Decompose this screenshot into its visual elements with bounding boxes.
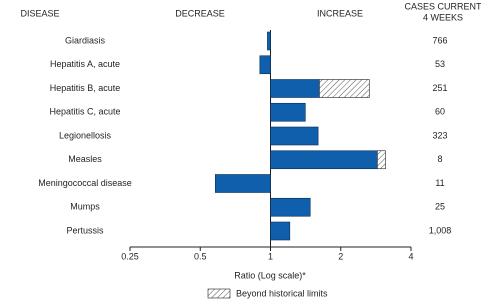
x-tick-label: 1 <box>268 251 273 261</box>
x-tick-label: 4 <box>408 251 413 261</box>
category-label: Hepatitis B, acute <box>50 83 121 93</box>
category-label: Hepatitis C, acute <box>49 107 120 117</box>
cases-value: 53 <box>435 59 445 69</box>
cases-value: 25 <box>435 202 445 212</box>
category-label: Mumps <box>70 202 100 212</box>
header-increase: INCREASE <box>317 8 363 18</box>
category-label: Measles <box>68 154 102 164</box>
legend-label: Beyond historical limits <box>236 288 328 298</box>
category-label: Meningococcal disease <box>38 178 132 188</box>
category-label: Legionellosis <box>59 130 112 140</box>
header-cases: CASES CURRENT <box>404 1 481 11</box>
cases-value: 8 <box>437 154 442 164</box>
cases-value: 251 <box>432 83 447 93</box>
bar <box>259 55 271 75</box>
legend-swatch <box>207 288 231 299</box>
bar <box>270 221 291 241</box>
x-tick-label: 2 <box>338 251 343 261</box>
bar <box>267 31 271 51</box>
header-disease: DISEASE <box>20 8 59 18</box>
bar <box>270 126 319 146</box>
bar <box>270 150 378 170</box>
x-tick-label: 0.5 <box>194 251 207 261</box>
cases-value: 1,008 <box>429 225 452 235</box>
bar-beyond-limits <box>377 150 386 170</box>
category-label: Pertussis <box>66 225 104 235</box>
bar <box>270 197 311 217</box>
cases-value: 766 <box>432 35 447 45</box>
bar-beyond-limits <box>319 79 370 98</box>
bar <box>270 79 320 98</box>
category-label: Giardiasis <box>65 35 106 45</box>
header-cases: 4 WEEKS <box>423 12 463 22</box>
cases-value: 11 <box>435 178 444 188</box>
x-tick-label: 0.25 <box>121 251 139 261</box>
bar <box>214 174 271 193</box>
category-label: Hepatitis A, acute <box>50 59 120 69</box>
bar <box>270 102 306 122</box>
cases-value: 60 <box>435 107 445 117</box>
cases-value: 323 <box>432 130 447 140</box>
header-decrease: DECREASE <box>175 8 225 18</box>
x-axis-label: Ratio (Log scale)* <box>234 270 306 280</box>
